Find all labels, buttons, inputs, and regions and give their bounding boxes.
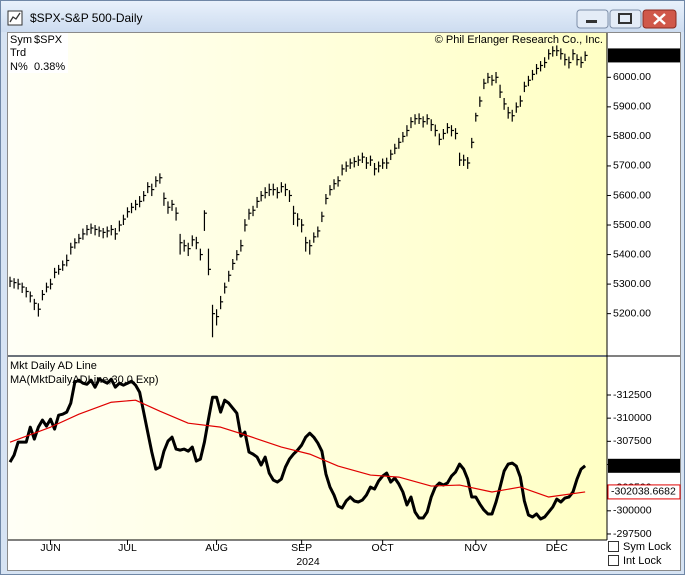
x-tick-label: NOV <box>464 542 487 554</box>
x-tick-label: JUL <box>118 542 137 554</box>
maximize-button[interactable] <box>609 9 642 29</box>
copyright: © Phil Erlanger Research Co., Inc. <box>435 34 603 46</box>
y-tick-label: -310000 <box>613 412 652 424</box>
window-title: $SPX-S&P 500-Daily <box>30 11 143 25</box>
last-price-label: 6074.08 <box>611 49 649 61</box>
y-tick-label: 5800.00 <box>613 130 651 142</box>
y-tick-label: -312500 <box>613 389 652 401</box>
info-box: Sym $SPX Trd N% 0.38% <box>8 33 68 73</box>
y-tick-label: 5900.00 <box>613 101 651 113</box>
minimize-button[interactable] <box>576 9 609 29</box>
y-tick-label: 5200.00 <box>613 307 651 319</box>
title-bar <box>1 1 684 32</box>
info-label: N% <box>10 61 28 73</box>
y-tick-label: -300000 <box>613 505 652 517</box>
y-tick-label: -307500 <box>613 435 652 447</box>
legend-entry: MA(MktDailyADLine,30,0,Exp) <box>10 374 159 386</box>
info-value: $SPX <box>34 34 63 46</box>
ma-line <box>9 399 586 498</box>
close-button[interactable] <box>642 9 677 29</box>
y-tick-label: 6000.00 <box>613 71 651 83</box>
int-lock[interactable]: Int Lock <box>608 555 663 567</box>
checkbox-label: Int Lock <box>623 555 662 567</box>
y-tick-label: 5300.00 <box>613 278 651 290</box>
ad-panel <box>8 357 607 540</box>
y-tick-label: 5500.00 <box>613 219 651 231</box>
ma-last-label: -302038.6682 <box>611 486 676 498</box>
x-tick-label: OCT <box>372 542 395 554</box>
x-tick-label: JUN <box>40 542 60 554</box>
x-tick-label: AUG <box>205 542 228 554</box>
window-icon <box>7 10 23 26</box>
checkbox-label: Sym Lock <box>623 541 672 553</box>
x-tick-label: SEP <box>291 542 312 554</box>
sym-lock[interactable]: Sym Lock <box>608 541 672 553</box>
y-tick-label: 5400.00 <box>613 248 651 260</box>
ad-last-box <box>608 458 680 473</box>
legend-entry: Mkt Daily AD Line <box>10 360 97 372</box>
ma-last-box <box>607 484 681 500</box>
info-label: Sym <box>10 34 32 46</box>
value-axis-strip <box>607 33 680 540</box>
info-label: Trd <box>10 47 26 59</box>
info-value: 0.38% <box>34 61 65 73</box>
chart-border <box>7 32 681 571</box>
ad-last-label: -304858 <box>611 460 650 472</box>
last-price-box <box>608 48 680 63</box>
y-tick-label: 5700.00 <box>613 160 651 172</box>
x-tick-label: DEC <box>546 542 569 554</box>
info-background <box>8 33 68 73</box>
price-panel <box>8 33 607 355</box>
y-tick-label: -297500 <box>613 528 652 540</box>
time-axis-strip <box>8 540 680 570</box>
x-axis-label: 2024 <box>296 556 320 568</box>
y-tick-label: 5600.00 <box>613 189 651 201</box>
ad-line <box>8 377 587 521</box>
